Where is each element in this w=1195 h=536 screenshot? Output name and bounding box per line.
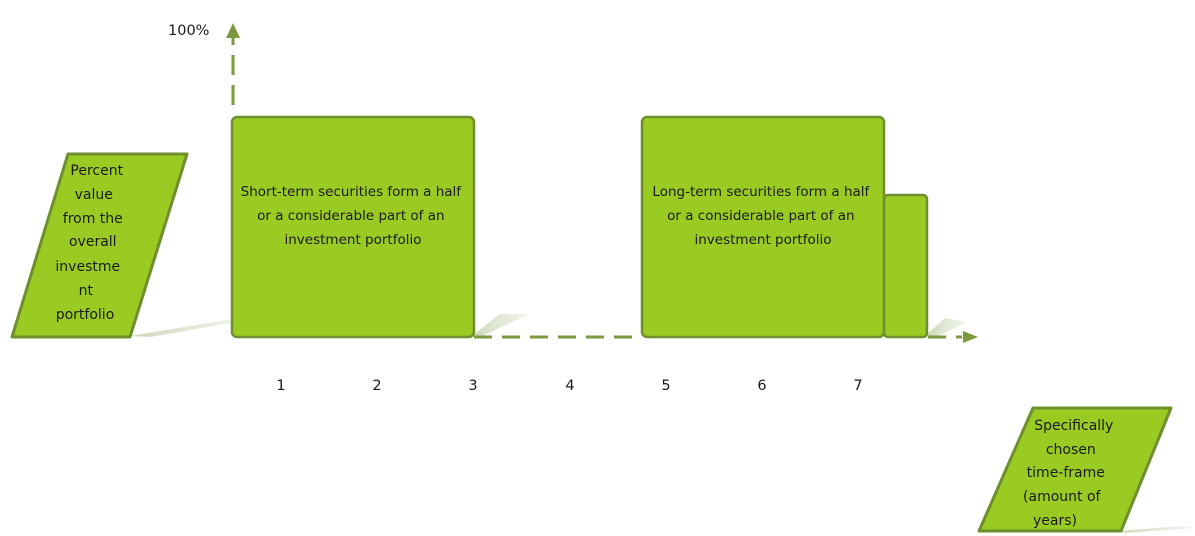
x-axis-caption-line: chosen	[1046, 442, 1096, 458]
x-axis-arrowhead	[963, 331, 978, 343]
y-axis: 100%	[168, 23, 240, 105]
short-term-block-line: investment portfolio	[285, 232, 422, 248]
x-axis-caption-text: Specifically chosen time-frame (amount o…	[1023, 418, 1118, 529]
long-term-block-line: Long-term securities form a half	[652, 184, 870, 200]
x-label-shadow	[1120, 526, 1195, 533]
y-axis-caption-shape	[10, 152, 189, 339]
x-tick-label: 4	[565, 378, 574, 394]
long-term-block-text: Long-term securities form a half or a co…	[652, 184, 873, 248]
x-tick-label: 5	[661, 378, 670, 394]
x-tick-label: 3	[468, 378, 477, 394]
x-tick-label: 2	[372, 378, 381, 394]
long-term-block: Long-term securities form a half or a co…	[640, 115, 886, 339]
x-axis-caption: Specifically chosen time-frame (amount o…	[977, 406, 1173, 533]
x-axis-caption-line: years)	[1033, 513, 1077, 529]
y-axis-caption-line: portfolio	[56, 307, 115, 323]
x-tick-label: 7	[853, 378, 862, 394]
shadows	[130, 314, 1195, 533]
block-1-shadow	[472, 314, 530, 337]
y-axis-caption-line: overall	[69, 234, 117, 250]
short-term-block-line: or a considerable part of an	[257, 208, 444, 224]
x-axis-caption-line: (amount of	[1023, 489, 1101, 505]
short-term-block-shape	[230, 115, 476, 339]
y-label-shadow	[130, 319, 255, 337]
trailing-block	[882, 193, 929, 339]
long-term-block-line: investment portfolio	[695, 232, 832, 248]
x-axis-caption-line: time-frame	[1027, 465, 1105, 481]
short-term-block-text: Short-term securities form a half or a c…	[241, 184, 466, 248]
short-term-block-line: Short-term securities form a half	[241, 184, 463, 200]
y-axis-caption-line: investme	[55, 259, 120, 275]
short-term-block: Short-term securities form a half or a c…	[230, 115, 476, 339]
x-tick-label: 1	[276, 378, 285, 394]
y-axis-caption: Percent value from the overall investme …	[10, 152, 189, 339]
block-2-shadow	[925, 318, 968, 337]
long-term-block-line: or a considerable part of an	[667, 208, 854, 224]
x-axis	[474, 331, 978, 343]
x-axis-caption-shape	[977, 406, 1173, 533]
x-tick-labels: 1 2 3 4 5 6 7	[276, 378, 862, 394]
x-axis-caption-line: Specifically	[1034, 418, 1113, 434]
y-axis-caption-line: nt	[79, 283, 94, 299]
y-axis-arrowhead	[226, 23, 240, 38]
y-axis-caption-line: from the	[63, 211, 123, 227]
y-axis-caption-text: Percent value from the overall investme …	[55, 163, 127, 323]
y-axis-caption-line: value	[75, 187, 113, 203]
long-term-block-shape	[640, 115, 886, 339]
y-axis-caption-line: Percent	[70, 163, 123, 179]
y-axis-top-label: 100%	[168, 23, 209, 39]
x-tick-label: 6	[757, 378, 766, 394]
